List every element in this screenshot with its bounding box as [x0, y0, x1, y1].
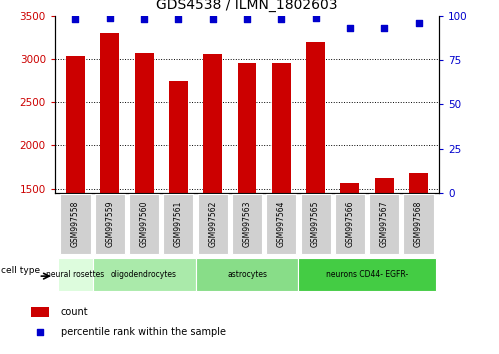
Bar — [409, 173, 428, 193]
Bar — [31, 308, 49, 317]
Text: neurons CD44- EGFR-: neurons CD44- EGFR- — [326, 270, 408, 279]
Text: astrocytes: astrocytes — [227, 270, 267, 279]
Point — [346, 25, 354, 31]
Text: GSM997565: GSM997565 — [311, 201, 320, 247]
FancyBboxPatch shape — [93, 258, 196, 291]
Bar — [375, 178, 394, 193]
Text: count: count — [61, 307, 88, 317]
FancyBboxPatch shape — [335, 194, 365, 254]
Text: GSM997560: GSM997560 — [140, 201, 149, 247]
Text: GSM997562: GSM997562 — [208, 201, 217, 247]
FancyBboxPatch shape — [298, 258, 436, 291]
Point — [36, 329, 44, 335]
Point — [277, 17, 285, 22]
FancyBboxPatch shape — [266, 194, 296, 254]
FancyBboxPatch shape — [129, 194, 159, 254]
FancyBboxPatch shape — [198, 194, 228, 254]
FancyBboxPatch shape — [95, 194, 125, 254]
Text: GSM997567: GSM997567 — [380, 201, 389, 247]
Text: percentile rank within the sample: percentile rank within the sample — [61, 327, 226, 337]
Text: GSM997564: GSM997564 — [277, 201, 286, 247]
Point — [311, 15, 319, 21]
FancyBboxPatch shape — [58, 258, 93, 291]
FancyBboxPatch shape — [300, 194, 331, 254]
Text: GSM997558: GSM997558 — [71, 201, 80, 247]
Text: neural rosettes: neural rosettes — [46, 270, 105, 279]
Bar — [66, 56, 85, 193]
Point — [140, 17, 148, 22]
Point — [106, 15, 114, 21]
FancyBboxPatch shape — [404, 194, 434, 254]
Text: cell type: cell type — [1, 266, 40, 275]
Text: GSM997561: GSM997561 — [174, 201, 183, 247]
Point — [415, 20, 423, 26]
Bar — [100, 33, 119, 193]
FancyBboxPatch shape — [163, 194, 194, 254]
Bar — [135, 53, 154, 193]
FancyBboxPatch shape — [196, 258, 298, 291]
Text: GSM997568: GSM997568 — [414, 201, 423, 247]
Text: GSM997563: GSM997563 — [243, 201, 251, 247]
Bar — [340, 183, 359, 193]
Point — [71, 17, 79, 22]
Bar — [169, 81, 188, 193]
FancyBboxPatch shape — [60, 194, 91, 254]
FancyBboxPatch shape — [369, 194, 399, 254]
Title: GDS4538 / ILMN_1802603: GDS4538 / ILMN_1802603 — [156, 0, 338, 12]
Point — [209, 17, 217, 22]
Point — [243, 17, 251, 22]
Text: oligodendrocytes: oligodendrocytes — [111, 270, 177, 279]
Bar — [306, 42, 325, 193]
Text: GSM997559: GSM997559 — [105, 201, 114, 247]
Bar — [272, 63, 291, 193]
Text: GSM997566: GSM997566 — [345, 201, 354, 247]
Bar — [238, 63, 256, 193]
FancyBboxPatch shape — [232, 194, 262, 254]
Point — [380, 25, 388, 31]
Bar — [203, 54, 222, 193]
Point — [174, 17, 182, 22]
